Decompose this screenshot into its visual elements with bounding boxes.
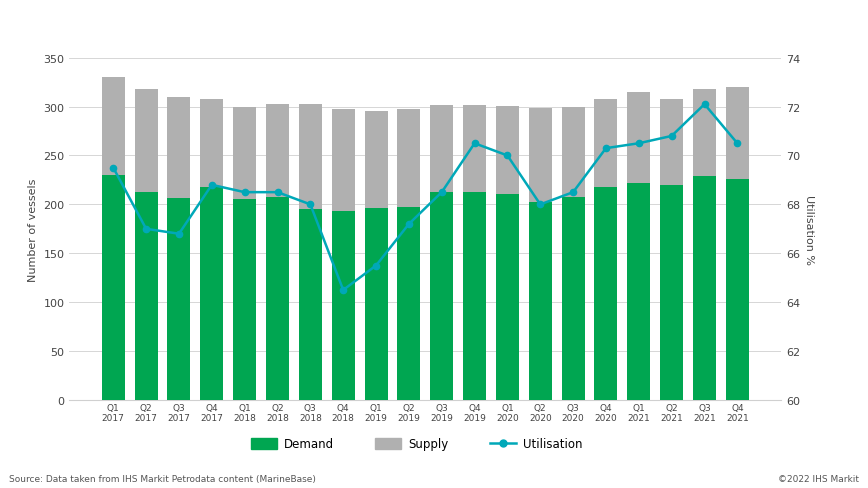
Text: Latin America demand, supply & utilisation (2017–21): Latin America demand, supply & utilisati…: [10, 18, 456, 33]
Bar: [693, 177, 716, 400]
Bar: [529, 108, 552, 400]
Bar: [398, 109, 420, 400]
Bar: [431, 192, 453, 400]
Y-axis label: Utilisation %: Utilisation %: [804, 194, 814, 264]
Bar: [562, 107, 585, 400]
Bar: [266, 104, 289, 400]
Bar: [595, 187, 617, 400]
Bar: [628, 93, 650, 400]
Text: Source: Data taken from IHS Markit Petrodata content (MarineBase): Source: Data taken from IHS Markit Petro…: [9, 474, 316, 483]
Bar: [201, 187, 223, 400]
Bar: [365, 112, 387, 400]
Bar: [168, 198, 190, 400]
Text: ©2022 IHS Markit: ©2022 IHS Markit: [779, 474, 859, 483]
Bar: [726, 180, 749, 400]
Bar: [496, 194, 519, 400]
Bar: [628, 183, 650, 400]
Bar: [595, 100, 617, 400]
Bar: [661, 100, 683, 400]
Bar: [332, 212, 355, 400]
Bar: [233, 107, 256, 400]
Y-axis label: Number of vessels: Number of vessels: [28, 178, 38, 281]
Bar: [299, 104, 322, 400]
Bar: [431, 105, 453, 400]
Bar: [464, 105, 486, 400]
Bar: [496, 106, 519, 400]
Bar: [266, 197, 289, 400]
Bar: [102, 176, 125, 400]
Bar: [135, 192, 158, 400]
Bar: [562, 197, 585, 400]
Bar: [332, 109, 355, 400]
Bar: [299, 210, 322, 400]
Bar: [233, 199, 256, 400]
Bar: [398, 208, 420, 400]
Bar: [168, 98, 190, 400]
Bar: [464, 192, 486, 400]
Bar: [201, 100, 223, 400]
Bar: [135, 90, 158, 400]
Legend: Demand, Supply, Utilisation: Demand, Supply, Utilisation: [246, 433, 588, 455]
Bar: [529, 203, 552, 400]
Bar: [693, 90, 716, 400]
Bar: [102, 78, 125, 400]
Bar: [726, 88, 749, 400]
Bar: [365, 209, 387, 400]
Bar: [661, 185, 683, 400]
